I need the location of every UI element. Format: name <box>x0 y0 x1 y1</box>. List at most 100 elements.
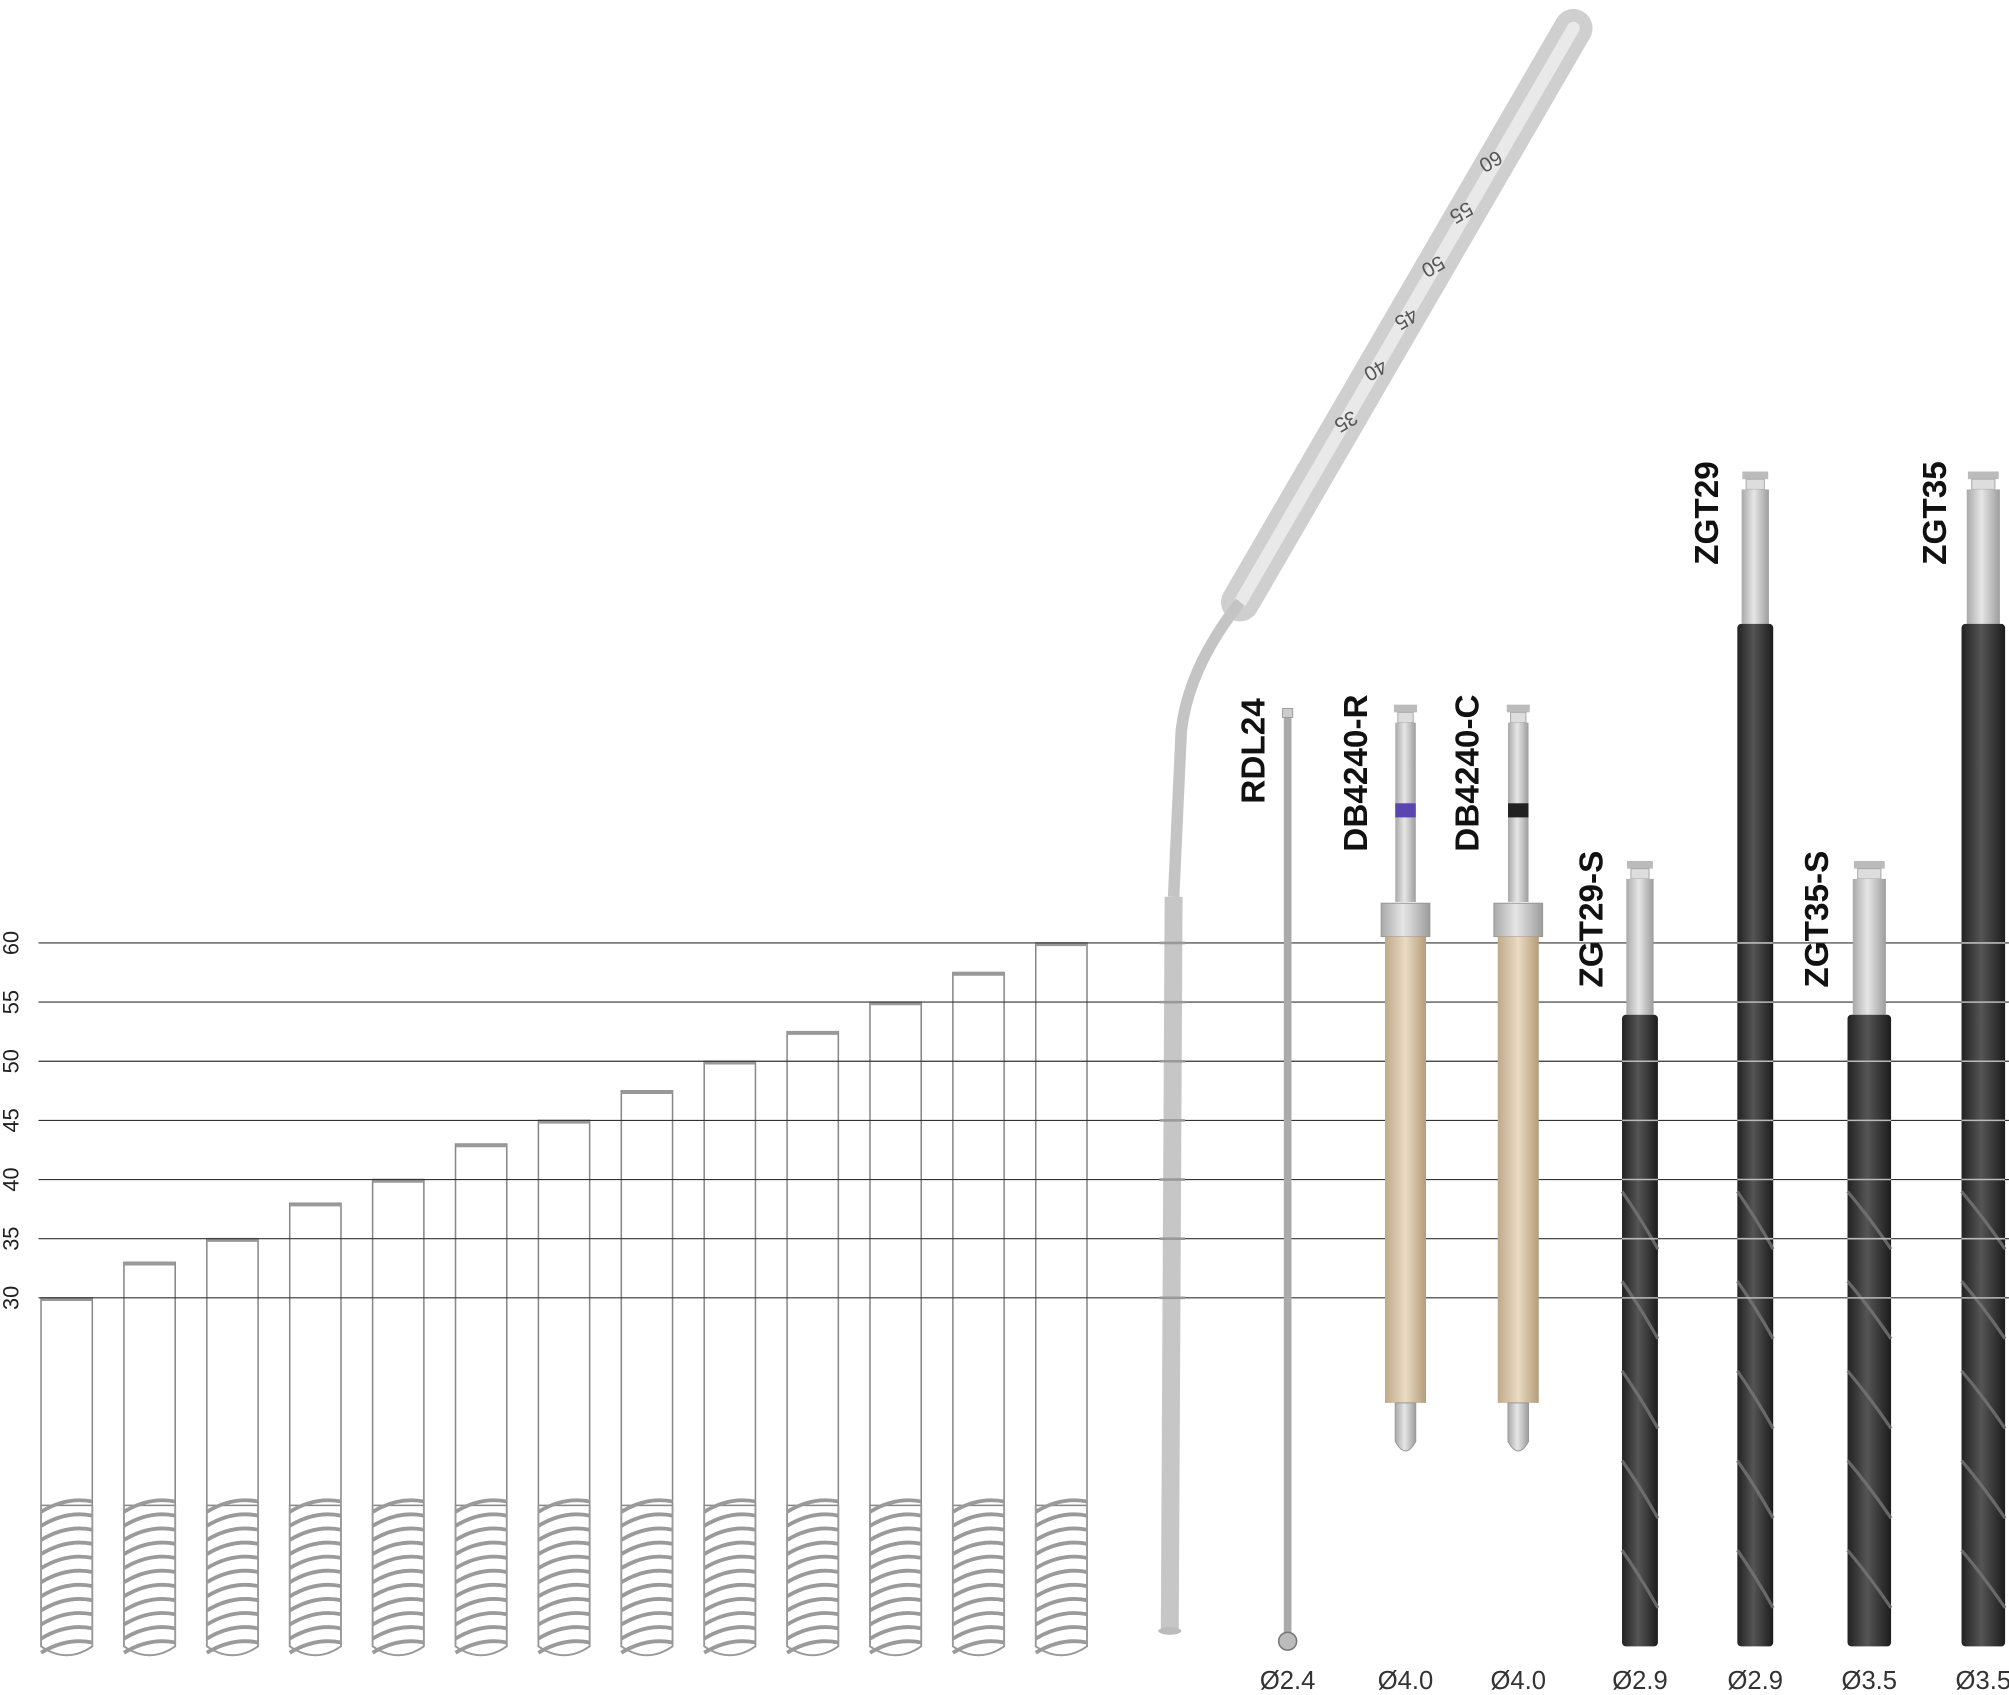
implant-thread <box>40 1498 93 1655</box>
implant-apex <box>951 1505 1006 1657</box>
instrument-name: ZGT29 <box>1689 461 1726 565</box>
bur-collar <box>1380 902 1431 938</box>
scale-label: 45 <box>0 1108 24 1132</box>
gauge-neck <box>1167 598 1245 898</box>
implant-apex <box>786 1505 840 1657</box>
implant-body <box>206 1237 259 1507</box>
instrument-name: ZGT35-S <box>1799 851 1836 988</box>
drill-body <box>1847 1014 1892 1647</box>
gauge-tip <box>1158 1627 1182 1635</box>
implant-thread <box>122 1498 176 1655</box>
implant-apex <box>454 1505 508 1657</box>
scale-label: 30 <box>0 1286 24 1310</box>
implant-body <box>786 1030 840 1507</box>
scale-label: 60 <box>0 931 24 955</box>
instrument-diameter: Ø3.5 <box>1956 1667 2009 1695</box>
shank-notch <box>1630 868 1650 880</box>
bur-band <box>1395 803 1416 818</box>
shank-head <box>1393 704 1418 713</box>
implant-thread <box>1034 1498 1088 1655</box>
drill-flute <box>1620 1190 1660 1609</box>
implant-thread <box>454 1498 508 1655</box>
drill-body <box>1622 1014 1658 1647</box>
shank-notch <box>1510 711 1527 724</box>
shank-head <box>1853 860 1885 869</box>
bur-diamond <box>1497 936 1539 1403</box>
rod-head <box>1282 708 1294 718</box>
drill-body <box>1961 623 2006 1647</box>
implant-apex <box>371 1505 425 1657</box>
implant-apex <box>288 1505 342 1657</box>
implant-thread <box>703 1498 756 1655</box>
implant-thread <box>620 1498 673 1655</box>
instrument-diameter: Ø4.0 <box>1490 1667 1546 1695</box>
shank-notch <box>1971 478 1996 490</box>
implant-body <box>869 1001 922 1507</box>
gauge-shaft <box>1160 896 1183 1630</box>
instrument-diameter: Ø2.9 <box>1612 1667 1668 1695</box>
shank-head <box>1506 704 1530 713</box>
shank-head <box>1967 471 1999 480</box>
shank-head <box>1742 471 1769 480</box>
implant-apex <box>205 1505 260 1657</box>
drill-flute <box>1736 1190 1775 1609</box>
implant-thread <box>786 1498 839 1655</box>
implant-body <box>40 1297 94 1507</box>
bur-tip <box>1394 1402 1417 1452</box>
implant-thread <box>205 1498 259 1655</box>
bur-collar <box>1493 902 1544 938</box>
implant-thread <box>951 1498 1005 1655</box>
implant-thread <box>288 1498 342 1655</box>
implant-body <box>703 1060 757 1507</box>
implant-apex <box>703 1505 757 1657</box>
shank-notch <box>1857 868 1882 880</box>
rod-ball <box>1277 1631 1298 1651</box>
implant-body <box>371 1178 425 1507</box>
shank-head <box>1627 860 1653 869</box>
implant-apex <box>537 1505 591 1657</box>
implant-apex <box>122 1505 177 1657</box>
drill-shank <box>1852 878 1886 1015</box>
implant-apex <box>1034 1505 1088 1657</box>
drill-shank <box>1626 878 1654 1015</box>
instrument-name: DB4240-C <box>1449 694 1486 851</box>
implant-body <box>123 1261 176 1507</box>
instrument-name: ZGT29-S <box>1574 851 1611 988</box>
implant-apex <box>620 1505 674 1657</box>
rod <box>1283 716 1292 1646</box>
instrument-diameter: Ø4.0 <box>1378 1667 1434 1695</box>
depth-gauge <box>1158 8 1593 1635</box>
scale-label: 35 <box>0 1227 24 1251</box>
scale-label: 55 <box>0 990 24 1014</box>
scale-label: 40 <box>0 1167 24 1191</box>
implant-body <box>288 1202 342 1507</box>
bur-diamond <box>1385 936 1427 1403</box>
drill-flute <box>1960 1190 2007 1609</box>
implant-thread <box>537 1498 591 1655</box>
scale-label: 50 <box>0 1049 24 1073</box>
instrument-diameter: Ø2.4 <box>1260 1667 1316 1695</box>
drill-shank <box>1741 489 1769 624</box>
bur-tip <box>1507 1402 1530 1452</box>
instrument-name: ZGT35 <box>1917 461 1954 565</box>
bur-band <box>1508 803 1529 818</box>
gauge-highlight <box>1233 21 1580 609</box>
drill-body <box>1737 623 1774 1647</box>
instrument-diameter: Ø3.5 <box>1842 1667 1898 1695</box>
implant-body <box>1034 942 1088 1507</box>
implant-thread <box>868 1498 922 1655</box>
implant-body <box>454 1143 508 1507</box>
implant-body <box>537 1119 591 1507</box>
shank-notch <box>1745 478 1765 490</box>
instrument-name: DB4240-R <box>1338 694 1375 851</box>
drill-shank <box>1966 489 2000 624</box>
implant-apex <box>40 1505 94 1657</box>
implant-apex <box>869 1505 923 1657</box>
implant-thread <box>371 1498 425 1655</box>
instrument-name: RDL24 <box>1235 698 1272 804</box>
shank-notch <box>1397 711 1414 724</box>
instrument-diameter: Ø2.9 <box>1728 1667 1784 1695</box>
drill-flute <box>1846 1190 1893 1609</box>
